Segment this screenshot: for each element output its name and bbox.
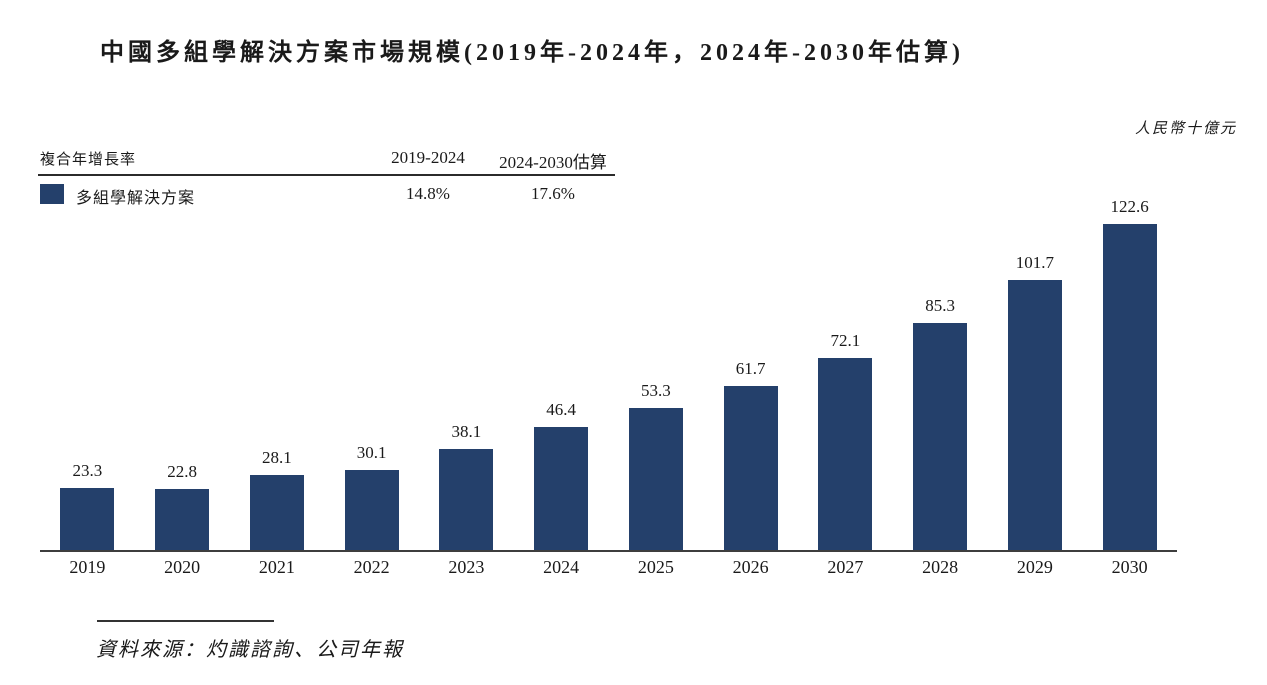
x-tick-2025: 2025 <box>637 557 674 577</box>
legend-series-label: 多組學解決方案 <box>76 190 196 207</box>
bar-group-2030: 122.6 <box>1082 197 1177 550</box>
bar-group-2028: 85.3 <box>893 296 988 550</box>
bar-value-label-2025: 53.3 <box>641 381 671 400</box>
chart-title: 中國多組學解決方案市場規模(2019年-2024年，2024年-2030年估算) <box>100 40 964 66</box>
x-tick-2024: 2024 <box>543 557 580 577</box>
source-footnote-rule <box>97 620 274 622</box>
cagr-table-separator-line <box>38 174 615 176</box>
x-tick-2020: 2020 <box>164 557 201 577</box>
bar-2027 <box>818 358 873 550</box>
y-axis-unit-label: 人民幣十億元 <box>1134 121 1237 137</box>
bar-group-2025: 53.3 <box>609 381 704 550</box>
bar-value-label-2020: 22.8 <box>167 462 197 481</box>
bar-value-label-2021: 28.1 <box>262 448 292 467</box>
bar-value-label-2019: 23.3 <box>72 461 103 480</box>
bar-2025 <box>628 408 683 550</box>
bar-value-label-2030: 122.6 <box>1110 197 1149 216</box>
x-tick-2026: 2026 <box>732 557 769 577</box>
bar-group-2027: 72.1 <box>798 331 893 550</box>
x-tick-2028: 2028 <box>922 557 959 577</box>
bar-2028 <box>913 323 968 550</box>
bar-2029 <box>1007 280 1062 550</box>
x-tick-2019: 2019 <box>69 557 106 577</box>
bar-2022 <box>344 470 399 550</box>
bar-group-2024: 46.4 <box>514 400 609 550</box>
cagr-value-2024-2030: 17.6% <box>531 184 575 203</box>
bar-2026 <box>723 386 778 550</box>
x-tick-2021: 2021 <box>258 557 295 577</box>
cagr-value-2019-2024: 14.8% <box>406 184 450 203</box>
x-tick-2030: 2030 <box>1111 557 1148 577</box>
bar-2019 <box>60 488 115 550</box>
bar-group-2021: 28.1 <box>230 448 325 550</box>
bar-group-2022: 30.1 <box>324 443 419 550</box>
x-axis-labels: 2019 2020 2021 2022 2023 2024 2025 2026 2027 2028… <box>40 557 1177 578</box>
bar-2023 <box>439 449 494 550</box>
cagr-column-2019-2024: 2019-2024 <box>391 148 465 167</box>
x-tick-2029: 2029 <box>1016 557 1053 577</box>
bar-group-2029: 101.7 <box>988 253 1083 550</box>
cagr-table-header: 複合年增長率 <box>40 152 137 168</box>
source-footnote: 資料來源：灼識諮詢、公司年報 <box>96 639 404 661</box>
bar-value-label-2026: 61.7 <box>735 359 766 378</box>
bar-2020 <box>155 489 210 550</box>
bar-group-2019: 23.3 <box>40 461 135 550</box>
bar-group-2020: 22.8 <box>135 462 230 550</box>
x-tick-2023: 2023 <box>448 557 485 577</box>
bar-value-label-2023: 38.1 <box>451 422 482 441</box>
bar-value-label-2024: 46.4 <box>546 400 576 419</box>
legend-color-swatch <box>40 184 64 204</box>
bar-value-label-2027: 72.1 <box>830 331 861 350</box>
bar-2021 <box>249 475 304 550</box>
bar-value-label-2028: 85.3 <box>925 296 955 315</box>
bar-group-2023: 38.1 <box>419 422 514 550</box>
x-tick-2027: 2027 <box>827 557 864 577</box>
bar-value-label-2022: 30.1 <box>356 443 387 462</box>
cagr-column-2024-2030: 2024-2030估算 <box>499 153 607 172</box>
bar-2024 <box>534 427 589 550</box>
x-tick-2022: 2022 <box>353 557 390 577</box>
bar-chart-plot-area: 23.3 22.8 28.1 30.1 38.1 46.4 53.3 61.7 72.1 85.3… <box>40 190 1177 552</box>
bar-value-label-2029: 101.7 <box>1015 253 1054 272</box>
bar-2030 <box>1102 224 1157 550</box>
bar-group-2026: 61.7 <box>703 359 798 550</box>
